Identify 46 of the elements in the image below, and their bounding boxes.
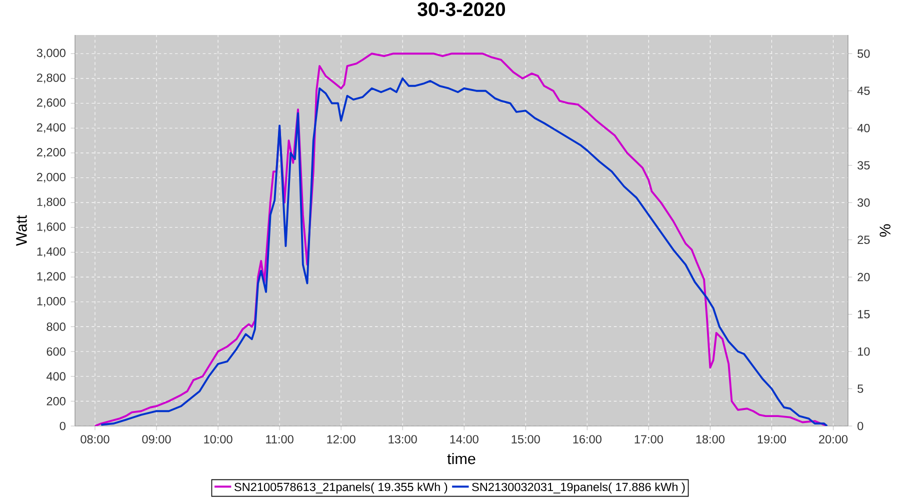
y-tick-label: 1,400 <box>37 247 66 258</box>
y-tick-label: 1,800 <box>37 198 66 208</box>
y2-axis-title: % <box>880 224 890 237</box>
y-tick-label: 800 <box>46 322 66 331</box>
y2-tick-label: 20 <box>858 272 870 282</box>
y2-tick-label: 35 <box>858 161 870 170</box>
x-tick-label: 11:00 <box>266 435 294 444</box>
y-tick-label: 200 <box>46 397 66 406</box>
y-tick-label: 1,600 <box>37 222 66 232</box>
x-tick-label: 08:00 <box>80 435 110 444</box>
chart-title: 30-3-2020 <box>418 2 506 16</box>
y-tick-label: 2,600 <box>36 98 66 108</box>
x-tick-label: 12:00 <box>327 435 356 444</box>
y2-tick-label: 50 <box>858 49 870 58</box>
x-tick-label: 20:00 <box>819 435 848 444</box>
x-tick-label: 14:00 <box>450 435 478 444</box>
y-tick-label: 2,800 <box>36 74 66 84</box>
y-tick-label: 2,000 <box>36 172 66 183</box>
y-tick-label: 0 <box>60 422 66 430</box>
y-tick-label: 1,000 <box>37 297 66 307</box>
y2-tick-label: 30 <box>858 198 870 207</box>
y-tick-label: 3,000 <box>36 48 66 58</box>
y-tick-label: 2,200 <box>36 148 66 158</box>
y-axis-title: Watt <box>16 215 27 246</box>
y2-tick-label: 25 <box>858 236 870 244</box>
x-axis-title: time <box>447 452 476 464</box>
legend-label: SN2130032031_19panels( 17.886 kWh ) <box>472 482 685 494</box>
legend-label: SN2100578613_21panels( 19.355 kWh ) <box>234 482 448 494</box>
y2-tick-label: 15 <box>858 310 870 318</box>
x-tick-label: 09:00 <box>142 435 171 444</box>
y2-tick-label: 10 <box>858 347 870 356</box>
y-tick-label: 600 <box>46 347 66 356</box>
y2-tick-label: 40 <box>857 124 870 132</box>
y-tick-label: 1,200 <box>37 272 66 282</box>
x-tick-label: 13:00 <box>388 435 417 444</box>
x-tick-label: 18:00 <box>696 435 724 444</box>
y-tick-label: 400 <box>46 372 66 381</box>
y2-tick-label: 45 <box>857 86 870 95</box>
x-tick-label: 19:00 <box>758 435 786 444</box>
x-tick-label: 10:00 <box>204 435 232 444</box>
y2-tick-label: 0 <box>858 422 864 430</box>
y2-tick-label: 5 <box>858 384 864 393</box>
x-tick-label: 15:00 <box>512 435 540 444</box>
x-tick-label: 17:00 <box>634 435 663 444</box>
x-tick-label: 16:00 <box>573 435 602 444</box>
y-tick-label: 2,400 <box>36 123 66 133</box>
